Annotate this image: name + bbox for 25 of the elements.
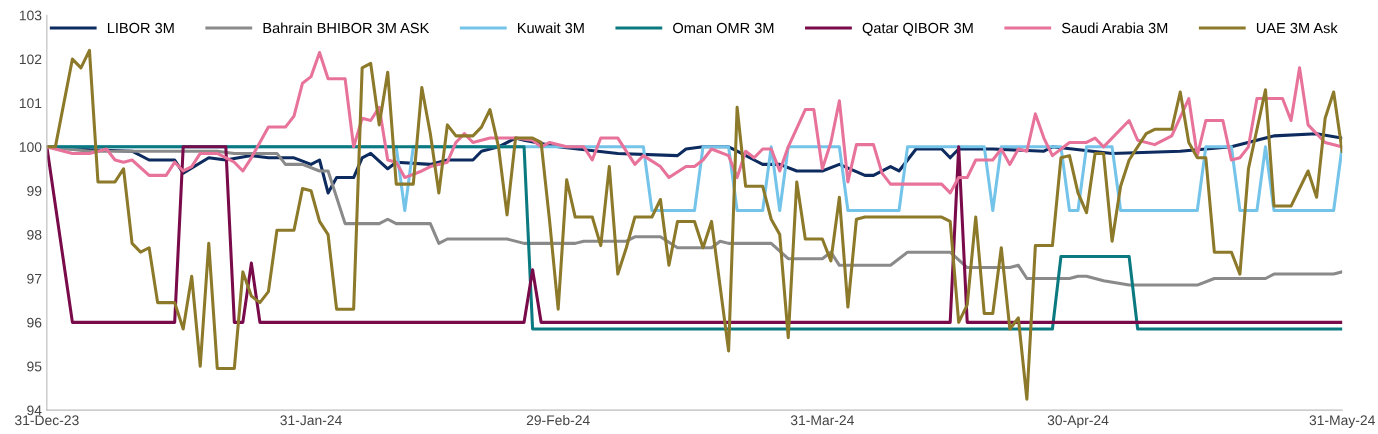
y-tick-label: 98 xyxy=(27,229,42,240)
legend-label: LIBOR 3M xyxy=(107,22,174,34)
x-tick-label: 30-Apr-24 xyxy=(1047,415,1109,428)
y-tick-label: 103 xyxy=(19,10,42,21)
y-tick-label: 97 xyxy=(27,273,42,284)
x-tick-label: 31-Jan-24 xyxy=(280,415,342,426)
legend-label: UAE 3M Ask xyxy=(1256,22,1338,34)
legend-label: Qatar QIBOR 3M xyxy=(862,22,973,36)
legend-label: Oman OMR 3M xyxy=(673,22,774,34)
legend-label: Saudi Arabia 3M xyxy=(1061,22,1168,34)
legend-label: Bahrain BHIBOR 3M ASK xyxy=(263,22,430,34)
x-tick-label: 31-May-24 xyxy=(1309,415,1375,428)
y-tick-label: 102 xyxy=(19,54,42,65)
y-tick-label: 101 xyxy=(19,98,42,109)
y-tick-label: 100 xyxy=(19,142,42,153)
legend-label: Kuwait 3M xyxy=(518,22,584,34)
line-series xyxy=(46,50,1343,195)
line-series xyxy=(46,48,1343,401)
x-tick-label: 29-Feb-24 xyxy=(526,414,590,426)
x-tick-label: 31-Mar-24 xyxy=(790,415,854,426)
x-tick-label: 31-Dec-23 xyxy=(14,415,79,426)
y-tick-label: 99 xyxy=(27,186,42,196)
y-tick-label: 96 xyxy=(27,317,42,328)
y-tick-label: 95 xyxy=(27,361,42,372)
y-tick-label: 94 xyxy=(27,405,42,416)
